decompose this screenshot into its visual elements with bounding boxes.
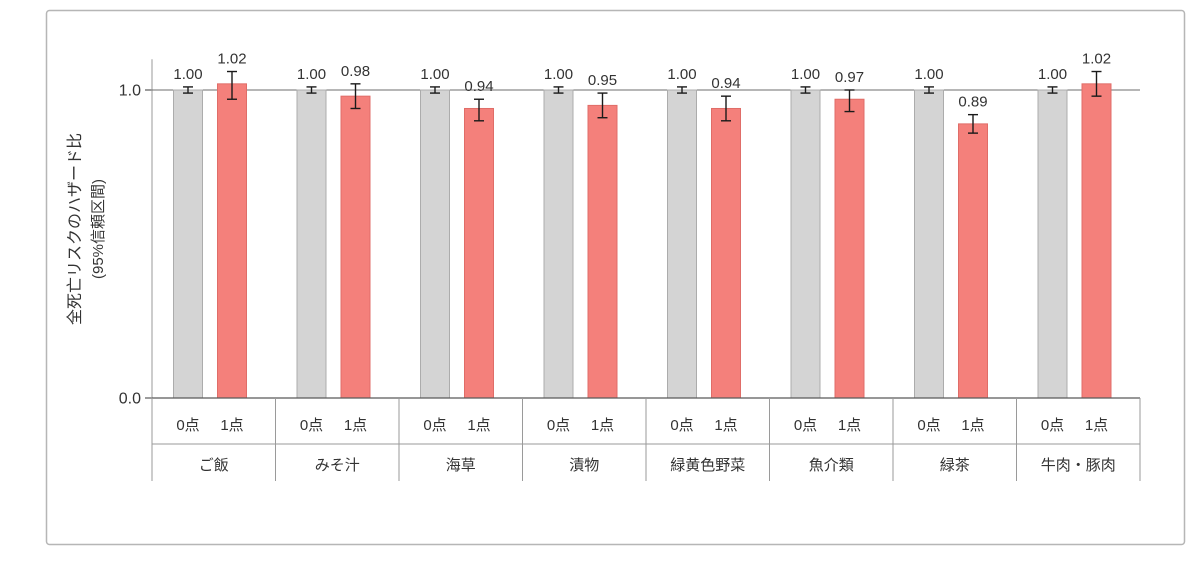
- value-label-1点-みそ汁: 0.98: [341, 63, 370, 80]
- category-label-漬物: 漬物: [569, 457, 599, 474]
- score-label-0点-緑黄色野菜: 0点: [670, 417, 693, 434]
- value-label-0点-海草: 1.00: [420, 66, 449, 83]
- value-label-0点-緑黄色野菜: 1.00: [667, 66, 696, 83]
- score-label-0点-みそ汁: 0点: [300, 417, 323, 434]
- category-label-緑黄色野菜: 緑黄色野菜: [670, 457, 745, 474]
- value-label-1点-緑茶: 0.89: [958, 94, 987, 111]
- bar-0点-魚介類: [790, 89, 821, 399]
- bar-1点-緑黄色野菜: [711, 107, 741, 399]
- score-label-0点-牛肉・豚肉: 0点: [1041, 417, 1064, 434]
- category-label-牛肉・豚肉: 牛肉・豚肉: [1041, 457, 1116, 474]
- score-label-1点-ご飯: 1点: [220, 417, 243, 434]
- score-label-0点-海草: 0点: [423, 417, 446, 434]
- bar-1点-海草: [464, 107, 494, 399]
- score-label-1点-海草: 1点: [467, 417, 490, 434]
- score-label-0点-魚介類: 0点: [794, 417, 817, 434]
- value-label-1点-牛肉・豚肉: 1.02: [1082, 51, 1111, 68]
- value-label-1点-漬物: 0.95: [588, 72, 617, 89]
- value-label-0点-ご飯: 1.00: [173, 66, 202, 83]
- y-axis-subtitle: (95%信頼区間): [90, 179, 107, 279]
- bar-1点-魚介類: [834, 98, 865, 399]
- bar-1点-牛肉・豚肉: [1081, 83, 1112, 399]
- category-label-緑茶: 緑茶: [940, 457, 970, 474]
- category-label-ご飯: ご飯: [199, 457, 229, 474]
- value-label-0点-緑茶: 1.00: [914, 66, 943, 83]
- score-label-1点-牛肉・豚肉: 1点: [1085, 417, 1108, 434]
- bar-0点-ご飯: [173, 89, 203, 399]
- value-label-0点-牛肉・豚肉: 1.00: [1038, 66, 1067, 83]
- bar-0点-海草: [420, 89, 450, 399]
- category-label-みそ汁: みそ汁: [315, 457, 360, 474]
- y-tick-label-0.0: 0.0: [119, 391, 141, 408]
- bar-0点-緑黄色野菜: [667, 89, 697, 399]
- bar-1点-緑茶: [958, 123, 988, 399]
- score-label-1点-みそ汁: 1点: [344, 417, 367, 434]
- category-label-海草: 海草: [446, 457, 476, 474]
- value-label-0点-みそ汁: 1.00: [297, 66, 326, 83]
- value-label-1点-魚介類: 0.97: [835, 69, 864, 86]
- value-label-0点-魚介類: 1.00: [791, 66, 820, 83]
- bar-1点-みそ汁: [340, 95, 371, 399]
- score-label-0点-漬物: 0点: [547, 417, 570, 434]
- score-label-1点-漬物: 1点: [591, 417, 614, 434]
- score-label-1点-緑茶: 1点: [961, 417, 984, 434]
- y-axis-title: 全死亡リスクのハザード比: [66, 133, 84, 325]
- bar-0点-牛肉・豚肉: [1037, 89, 1068, 399]
- score-label-1点-緑黄色野菜: 1点: [714, 417, 737, 434]
- bar-0点-緑茶: [914, 89, 944, 399]
- score-label-1点-魚介類: 1点: [838, 417, 861, 434]
- value-label-1点-海草: 0.94: [464, 78, 493, 95]
- score-label-0点-ご飯: 0点: [176, 417, 199, 434]
- value-label-1点-緑黄色野菜: 0.94: [711, 75, 740, 92]
- value-label-1点-ご飯: 1.02: [217, 51, 246, 68]
- score-label-0点-緑茶: 0点: [917, 417, 940, 434]
- bar-0点-みそ汁: [296, 89, 327, 399]
- value-label-0点-漬物: 1.00: [544, 66, 573, 83]
- bar-1点-ご飯: [217, 83, 247, 399]
- category-label-魚介類: 魚介類: [809, 457, 854, 474]
- bar-0点-漬物: [543, 89, 574, 399]
- y-tick-label-1.0: 1.0: [119, 83, 141, 100]
- bar-1点-漬物: [587, 104, 618, 399]
